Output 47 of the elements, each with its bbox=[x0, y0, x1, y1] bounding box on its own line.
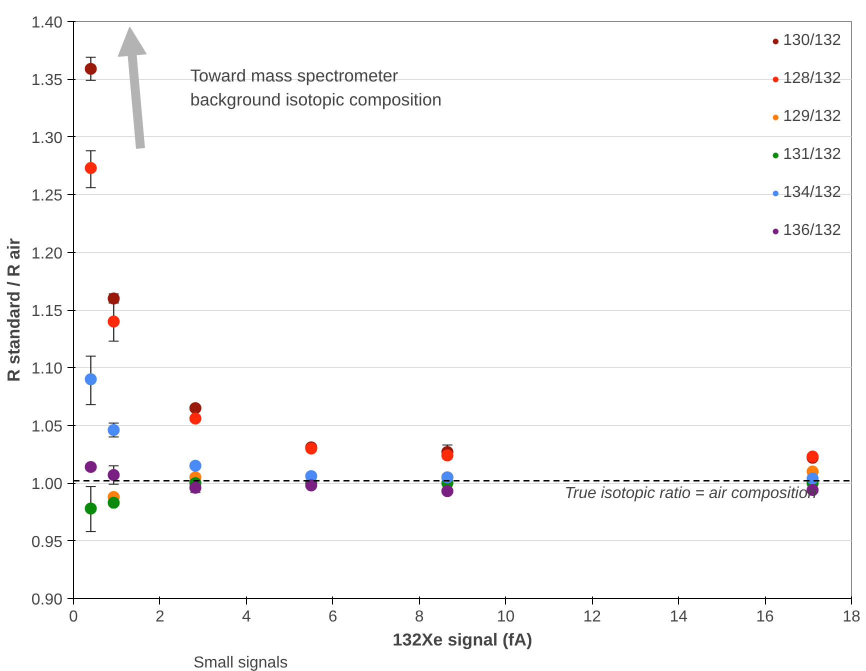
x-tick-label: 10 bbox=[496, 608, 515, 626]
legend-label: 136/132 bbox=[783, 222, 841, 240]
point bbox=[441, 485, 454, 498]
legend-label: 131/132 bbox=[783, 146, 841, 164]
x-tick-label: 8 bbox=[414, 608, 424, 626]
x-tick-label: 0 bbox=[69, 608, 78, 626]
legend-label: 130/132 bbox=[783, 32, 841, 50]
text: Small signals bbox=[194, 654, 288, 671]
y-tick-label: 0.95 bbox=[31, 534, 63, 551]
point bbox=[189, 412, 202, 424]
annotation: Toward mass spectrometer background isotopic composition bbox=[190, 65, 442, 110]
y-tick-label: 1.25 bbox=[31, 188, 63, 205]
x-axis-title: 132Xe signal (fA) bbox=[392, 630, 532, 650]
legend-label: 129/132 bbox=[783, 108, 841, 126]
point bbox=[189, 460, 202, 472]
point bbox=[84, 62, 97, 75]
y-tick-label: 1.10 bbox=[31, 360, 63, 378]
y-axis-title: R standard / R air bbox=[3, 238, 24, 382]
point bbox=[441, 449, 454, 462]
x-tick-label: 12 bbox=[583, 608, 602, 626]
point bbox=[84, 502, 97, 514]
point bbox=[806, 472, 819, 484]
legend-label: 128/132 bbox=[783, 70, 841, 88]
point bbox=[84, 162, 97, 174]
y-tick-label: 1.05 bbox=[31, 418, 63, 436]
legend-label: 134/132 bbox=[783, 184, 841, 202]
point bbox=[189, 482, 202, 494]
point bbox=[108, 496, 120, 509]
y-tick-label: 1.30 bbox=[31, 130, 63, 147]
y-tick-label: 1.20 bbox=[31, 245, 63, 262]
y-tick-label: 1.00 bbox=[31, 476, 63, 494]
y-tick-label: 1.40 bbox=[31, 14, 63, 32]
point bbox=[84, 373, 97, 386]
y-tick-label: 1.35 bbox=[31, 72, 63, 90]
point bbox=[189, 402, 202, 414]
ref-line-label: True isotopic ratio = air composition bbox=[564, 484, 817, 502]
x-tick-label: 4 bbox=[242, 608, 251, 626]
x-tick-label: 16 bbox=[756, 608, 774, 626]
x-tick-label: 6 bbox=[328, 608, 338, 626]
y-tick-label: 0.90 bbox=[31, 592, 63, 608]
point bbox=[108, 469, 120, 482]
x-tick-label: 18 bbox=[842, 608, 860, 626]
point bbox=[108, 316, 120, 328]
y-tick-label: 1.15 bbox=[31, 303, 63, 320]
point bbox=[84, 460, 97, 473]
x-tick-label: 14 bbox=[670, 608, 688, 626]
x-tick-label: 2 bbox=[155, 608, 164, 626]
